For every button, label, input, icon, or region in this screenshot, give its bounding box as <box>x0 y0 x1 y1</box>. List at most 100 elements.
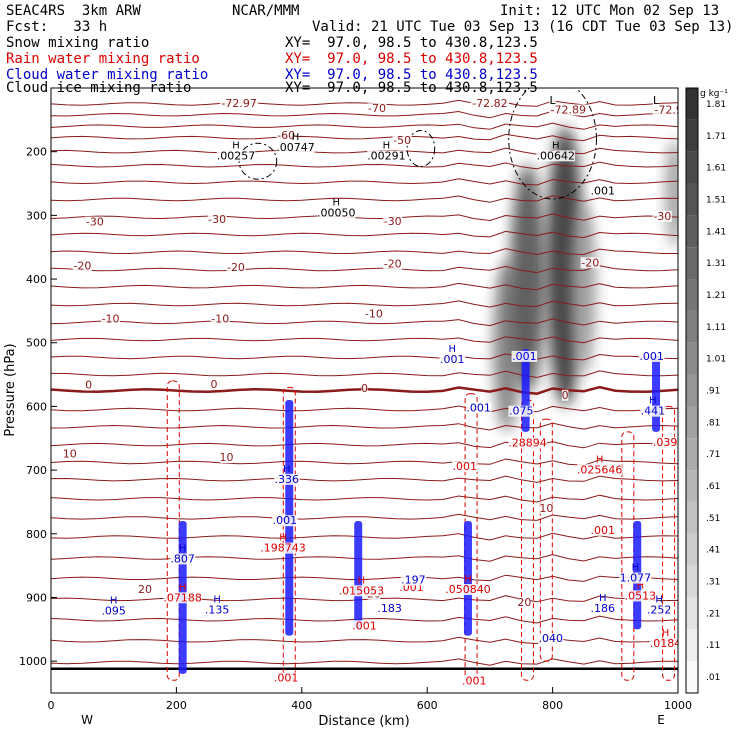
cloud-water-label-1: .001 <box>512 350 537 363</box>
y-axis-label: Pressure (hPa) <box>3 343 18 436</box>
isotherm-line-22 <box>51 458 678 466</box>
ice-contour-2 <box>508 88 597 200</box>
ice-high-marker-0: H <box>232 140 240 151</box>
rain-label-bg-14 <box>652 436 678 448</box>
y-tick-label-3: 500 <box>26 337 47 350</box>
isotherm-label-bg-13 <box>383 258 403 270</box>
rain-high-marker-5: H <box>179 582 187 593</box>
isotherm-line-3 <box>51 133 678 142</box>
colorbar-segment-13 <box>686 247 698 280</box>
field-xy-snow: XY= 97.0, 98.5 to 430.8,123.5 <box>285 35 538 51</box>
init-time: Init: 12 UTC Mon 02 Sep 13 <box>500 3 720 19</box>
isotherm-line-10 <box>51 248 678 256</box>
isotherm-label-6: -50 <box>393 134 411 147</box>
field-xy-rain: XY= 97.0, 98.5 to 430.8,123.5 <box>285 51 538 67</box>
cloud-water-label-bg-13 <box>537 633 564 645</box>
west-label: W <box>81 713 93 727</box>
colorbar-segment-1 <box>686 629 698 662</box>
rain-label-bg-6 <box>338 585 384 597</box>
ice-high-marker-3: H <box>552 140 560 151</box>
cloud-water-column-2 <box>354 521 363 630</box>
rain-high-marker-6: H <box>358 575 366 586</box>
cloud-water-label-7: .001 <box>273 514 298 527</box>
cloud-water-label-0: .001 <box>440 353 465 366</box>
ice-label-bg-3 <box>536 150 575 162</box>
ice-label-3: .00642 <box>536 149 575 162</box>
ice-label-bg-6 <box>549 94 556 106</box>
ice-label-0: .00257 <box>217 149 256 162</box>
rain-label-bg-11 <box>273 672 299 684</box>
colorbar-segment-2 <box>686 597 698 630</box>
isotherm-label-bg-7 <box>85 216 105 228</box>
cloud-water-label-bg-0 <box>439 354 466 366</box>
snow-plume-4 <box>665 138 678 248</box>
isotherm-line-15 <box>51 336 678 344</box>
model-title: SEAC4RS 3km ARW <box>6 3 141 19</box>
field-label-rain: Rain water mixing ratio <box>6 51 200 67</box>
y-tick-label-2: 400 <box>26 273 47 286</box>
isotherm-label-0: -72.97 <box>221 97 256 110</box>
x-tick-label-1: 200 <box>166 699 187 712</box>
colorbar-segment-17 <box>686 119 698 152</box>
isotherm-label-18: 0 <box>85 379 92 392</box>
isotherm-label-bg-27 <box>517 596 531 608</box>
rain-label-bg-9 <box>351 620 378 632</box>
rain-label-1: .28894 <box>508 437 547 450</box>
cloud-water-label-bg-1 <box>511 350 538 362</box>
colorbar-unit: g kg⁻¹ <box>700 89 728 99</box>
cloud-water-high-marker-16: H <box>655 594 663 605</box>
isotherm-label-9: -30 <box>384 215 402 228</box>
isotherm-label-21: 0 <box>562 389 569 402</box>
isotherm-label-bg-12 <box>226 261 246 273</box>
colorbar-tick-label-7: .71 <box>706 450 720 460</box>
isotherm-label-1: -70 <box>368 102 386 115</box>
ice-label-5: .001 <box>591 184 616 197</box>
colorbar-tick-label-11: 1.11 <box>706 323 726 333</box>
rain-high-marker-2: H <box>596 454 604 465</box>
rain-label-2: .025646 <box>577 463 623 476</box>
colorbar-tick-label-10: 1.01 <box>706 355 726 365</box>
isotherm-line-17 <box>51 370 678 379</box>
isotherm-line-19 <box>51 405 678 413</box>
cloud-water-column-6 <box>652 355 661 432</box>
rain-label-bg-8 <box>445 584 491 596</box>
x-tick-label-2: 400 <box>291 699 312 712</box>
cloud-water-high-marker-0: H <box>449 344 457 355</box>
isotherm-label-14: -20 <box>581 256 599 269</box>
ice-label-bg-7 <box>652 94 660 106</box>
rain-contour-1 <box>282 386 296 681</box>
isotherm-label-bg-24 <box>539 503 553 515</box>
isotherm-line-23 <box>51 475 678 483</box>
isotherm-line-30 <box>51 615 678 624</box>
isotherm-line-7 <box>51 195 678 203</box>
colorbar-segment-8 <box>686 406 698 439</box>
rain-label-0: .001 <box>453 460 478 473</box>
rain-label-5: .07188 <box>163 591 202 604</box>
rain-label-bg-2 <box>577 464 623 476</box>
rain-high-marker-8: H <box>464 574 472 585</box>
colorbar-tick-label-12: 1.21 <box>706 291 726 301</box>
rain-high-marker-4: H <box>279 533 287 544</box>
isotherm-label-bg-25 <box>138 584 152 596</box>
isotherm-label-4: -72.9 <box>654 103 682 116</box>
isotherm-label-bg-15 <box>100 313 121 325</box>
isotherm-line-2 <box>51 122 678 130</box>
isotherm-label-bg-21 <box>561 389 569 401</box>
y-tick-label-1: 300 <box>26 209 47 222</box>
field-label-cloud-water: Cloud water mixing ratio <box>6 67 209 83</box>
isotherm-label-3: -72.89 <box>551 103 586 116</box>
cloud-water-label-9: .095 <box>101 605 126 618</box>
isotherm-line-11 <box>51 265 678 274</box>
isotherm-label-bg-8 <box>207 214 227 226</box>
isotherm-label-bg-1 <box>367 103 387 115</box>
rain-label-14: .0399 <box>653 436 685 449</box>
colorbar-tick-label-1: .11 <box>706 641 720 651</box>
ice-label-4: .00050 <box>317 207 356 220</box>
isotherm-label-bg-6 <box>392 135 412 147</box>
axes: 0 200 400 600 800 100020030040050060070080090… <box>19 146 692 712</box>
colorbar-tick-label-2: .21 <box>706 609 720 619</box>
isotherm-label-bg-19 <box>210 378 218 390</box>
isotherm-label-bg-11 <box>72 260 92 272</box>
cloud-water-label-3: .001 <box>466 402 491 415</box>
rain-contour-6 <box>662 405 676 681</box>
